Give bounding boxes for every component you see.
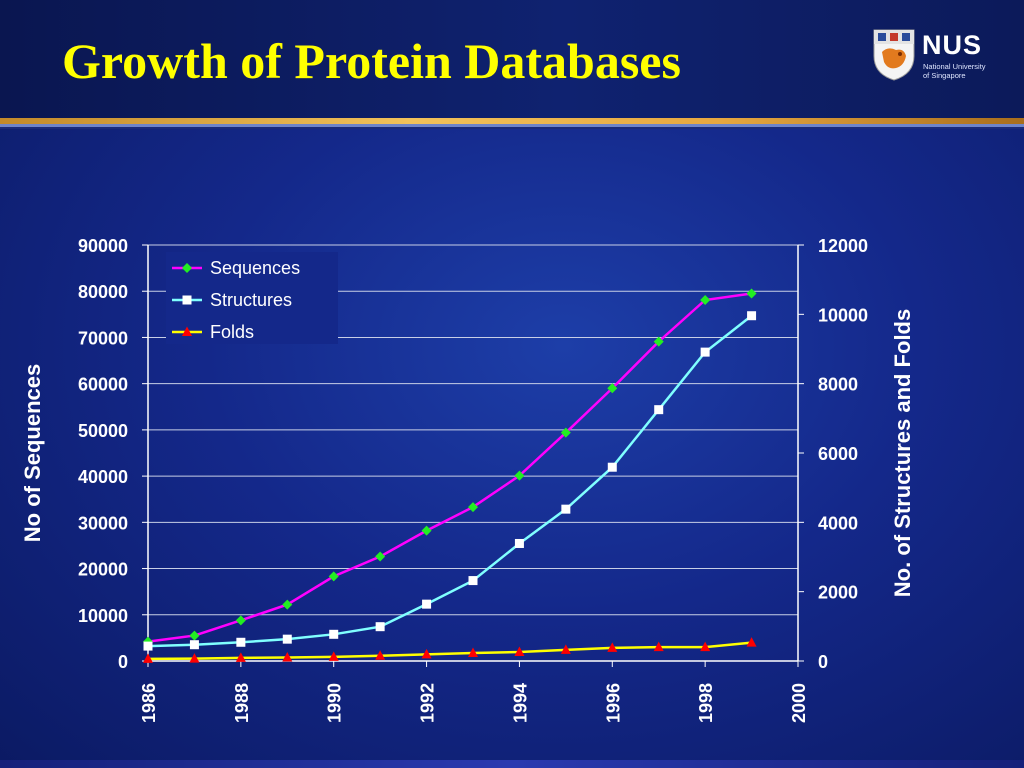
- legend-label-structures: Structures: [210, 290, 292, 310]
- data-point-structures: [747, 311, 757, 321]
- y-left-tick-label: 40000: [78, 467, 128, 487]
- x-tick-label: 1988: [232, 683, 252, 723]
- y-left-tick-label: 80000: [78, 282, 128, 302]
- legend-label-folds: Folds: [210, 322, 254, 342]
- data-point-folds: [560, 644, 571, 654]
- data-point-folds: [189, 653, 200, 663]
- data-point-sequences: [421, 525, 432, 536]
- data-point-sequences: [700, 295, 711, 306]
- series-line-sequences: [147, 292, 752, 643]
- slide-title: Growth of Protein Databases: [62, 33, 681, 89]
- legend-label-sequences: Sequences: [210, 258, 300, 278]
- data-point-folds: [607, 642, 618, 652]
- y-right-tick-label: 4000: [818, 513, 858, 533]
- data-point-folds: [375, 650, 386, 660]
- data-point-structures: [236, 637, 246, 647]
- header-gold-stripe: [0, 118, 1024, 124]
- data-point-sequences: [560, 427, 571, 438]
- y-left-tick-label: 50000: [78, 421, 128, 441]
- axis-labels: 0100002000030000400005000060000700008000…: [20, 236, 915, 723]
- data-point-folds: [746, 637, 757, 647]
- data-point-sequences: [282, 599, 293, 610]
- x-tick-label: 2000: [789, 683, 809, 723]
- y-left-tick-label: 10000: [78, 606, 128, 626]
- data-point-folds: [143, 653, 153, 663]
- data-point-folds: [282, 652, 293, 662]
- header-dark-stripe: [0, 127, 1024, 129]
- y-right-axis-title: No. of Structures and Folds: [890, 309, 915, 597]
- series-line-folds: [147, 641, 752, 661]
- legend-marker-folds: [182, 326, 192, 336]
- x-tick-label: 1986: [139, 683, 159, 723]
- data-point-folds: [468, 647, 478, 658]
- x-tick-label: 1992: [418, 683, 438, 723]
- series-line-structures: [147, 314, 753, 648]
- data-point-structures: [143, 641, 153, 651]
- logo-wordmark: NUS: [922, 30, 983, 60]
- data-point-structures: [422, 599, 432, 609]
- data-point-sequences: [653, 336, 664, 347]
- y-right-tick-label: 12000: [818, 236, 868, 256]
- data-point-structures: [514, 538, 524, 548]
- data-point-structures: [329, 629, 339, 639]
- y-right-tick-label: 8000: [818, 375, 858, 395]
- data-point-sequences: [514, 470, 525, 481]
- y-right-tick-label: 6000: [818, 444, 858, 464]
- x-tick-label: 1998: [696, 683, 716, 723]
- x-tick-label: 1994: [510, 683, 530, 723]
- data-point-sequences: [235, 615, 246, 626]
- data-point-structures: [468, 576, 478, 586]
- data-point-folds: [328, 651, 339, 661]
- logo-subtitle-line1: National University: [923, 62, 986, 71]
- y-left-tick-label: 70000: [78, 328, 128, 348]
- y-left-tick-label: 30000: [78, 513, 128, 533]
- data-point-structures: [700, 347, 710, 357]
- data-point-folds: [700, 641, 711, 652]
- data-point-folds: [235, 652, 246, 662]
- y-left-tick-label: 0: [118, 652, 128, 672]
- logo-subtitle: National University of Singapore: [923, 62, 986, 80]
- data-point-sequences: [746, 288, 757, 299]
- y-left-tick-label: 20000: [78, 560, 128, 580]
- axes: [142, 244, 804, 667]
- data-point-folds: [514, 646, 525, 656]
- y-right-tick-label: 0: [818, 652, 828, 672]
- data-point-structures: [189, 640, 199, 650]
- legend-marker-structures: [182, 295, 192, 305]
- nus-crest-icon: [873, 29, 915, 81]
- legend: Sequences Structures Folds: [166, 252, 338, 344]
- y-right-tick-label: 2000: [818, 583, 858, 603]
- data-point-structures: [654, 405, 664, 415]
- data-point-structures: [282, 634, 292, 644]
- data-point-structures: [607, 462, 617, 472]
- logo-subtitle-line2: of Singapore: [923, 71, 966, 80]
- y-left-tick-label: 60000: [78, 375, 128, 395]
- data-point-folds: [653, 641, 664, 652]
- data-point-sequences: [328, 571, 339, 582]
- data-point-sequences: [468, 502, 478, 513]
- x-tick-label: 1996: [603, 683, 623, 723]
- y-left-tick-label: 90000: [78, 236, 128, 256]
- footer-bar: [0, 760, 1024, 768]
- data-point-sequences: [607, 383, 618, 394]
- legend-marker-sequences: [182, 263, 192, 273]
- data-point-sequences: [189, 630, 200, 641]
- nus-logo: NUS National University of Singapore: [872, 28, 1002, 86]
- y-right-tick-label: 10000: [818, 305, 868, 325]
- data-point-sequences: [375, 551, 386, 562]
- data-point-folds: [421, 648, 432, 659]
- data-point-structures: [561, 504, 571, 514]
- slide-header: Growth of Protein Databases NUS National…: [0, 0, 1024, 118]
- header-blue-stripe: [0, 124, 1024, 127]
- x-tick-label: 1990: [325, 683, 345, 723]
- series-lines: [143, 288, 757, 663]
- y-left-axis-title: No of Sequences: [20, 364, 45, 542]
- data-point-structures: [375, 622, 385, 632]
